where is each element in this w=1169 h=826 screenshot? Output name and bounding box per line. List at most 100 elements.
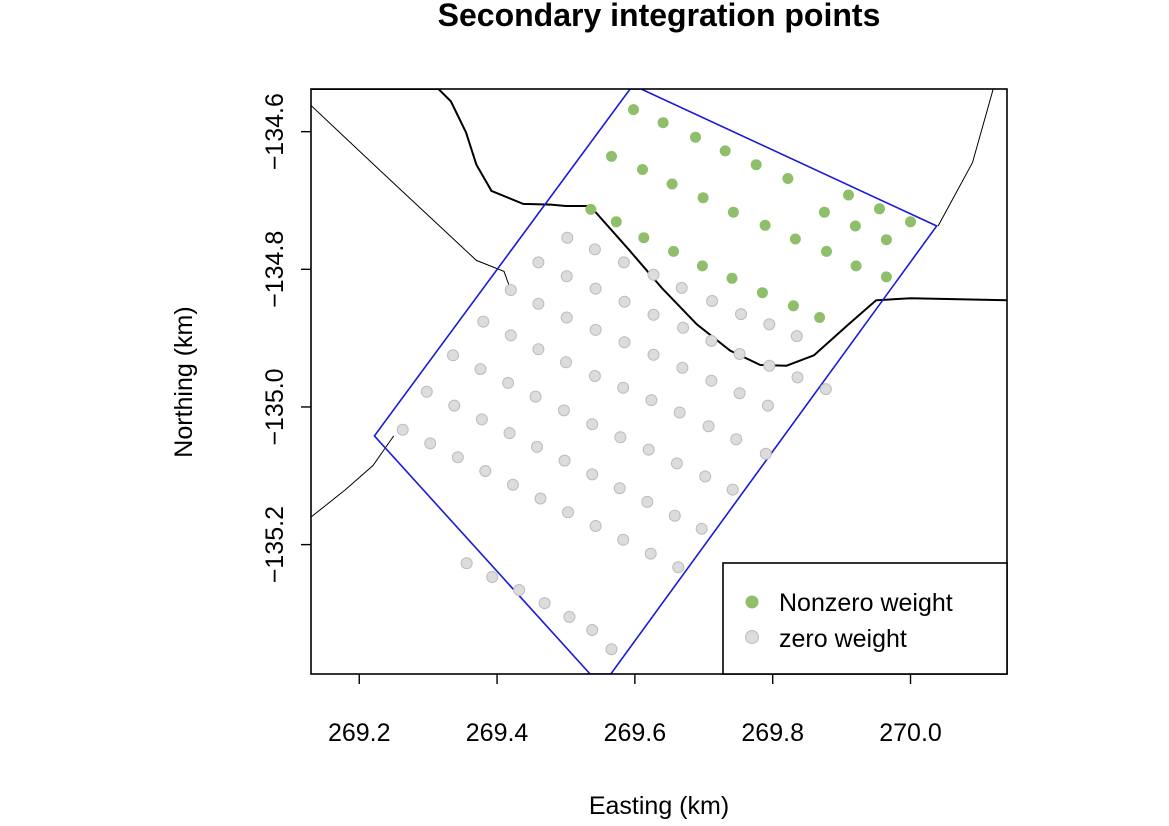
zero-weight-point xyxy=(763,318,776,331)
zero-weight-point xyxy=(617,256,630,269)
nonzero-weight-point xyxy=(880,271,892,283)
y-tick-label: −135.0 xyxy=(261,368,289,445)
zero-weight-point xyxy=(642,443,655,456)
zero-weight-point xyxy=(560,311,573,324)
zero-weight-point xyxy=(586,624,599,636)
zero-weight-point xyxy=(475,413,488,426)
nonzero-weight-point xyxy=(750,159,762,171)
zero-weight-point xyxy=(486,571,499,583)
nonzero-weight-points xyxy=(585,104,916,323)
zero-weight-point xyxy=(673,406,686,419)
zero-weight-point xyxy=(791,371,804,384)
zero-weight-point xyxy=(645,394,658,407)
zero-weight-point xyxy=(763,359,776,372)
zero-weight-point xyxy=(420,385,433,398)
zero-weight-point xyxy=(670,457,683,470)
zero-weight-point xyxy=(617,381,630,394)
zero-weight-point xyxy=(647,268,660,281)
zero-weight-point xyxy=(647,308,660,321)
boundary-lines xyxy=(311,89,1007,518)
zero-weight-point xyxy=(677,321,690,334)
zero-weight-point xyxy=(699,470,712,483)
zero-weight-point xyxy=(705,374,718,387)
zero-weight-point xyxy=(605,643,618,656)
zero-weight-point xyxy=(647,348,660,361)
nonzero-weight-point xyxy=(585,203,597,215)
zero-weight-point xyxy=(563,610,576,623)
zero-weight-point xyxy=(675,281,688,294)
zero-weight-point xyxy=(676,361,689,374)
zero-weight-point xyxy=(588,243,601,256)
nonzero-weight-point xyxy=(719,145,731,157)
zero-weight-point xyxy=(641,495,654,508)
zero-weight-point xyxy=(726,483,739,496)
zero-weight-point xyxy=(586,418,599,431)
zero-weight-point xyxy=(560,270,573,283)
legend-box xyxy=(722,562,1008,675)
zero-weight-point xyxy=(733,348,746,360)
zero-weight-point xyxy=(614,431,627,444)
x-tick-label: 269.2 xyxy=(328,719,391,747)
zero-weight-point xyxy=(532,256,545,269)
y-axis-label: Northing (km) xyxy=(170,306,198,457)
zero-weight-points xyxy=(396,231,832,656)
zero-weight-point xyxy=(560,356,572,369)
zero-weight-point xyxy=(447,349,459,362)
zero-weight-point xyxy=(668,509,681,522)
zero-weight-point xyxy=(561,231,574,244)
zero-weight-point xyxy=(730,433,743,446)
nonzero-weight-point xyxy=(880,234,892,246)
nonzero-weight-point xyxy=(789,233,801,245)
nonzero-weight-point xyxy=(657,117,669,129)
nonzero-weight-point xyxy=(814,312,826,323)
plot-area xyxy=(311,89,1007,674)
zero-weight-point xyxy=(504,284,517,296)
x-tick-label: 269.4 xyxy=(466,719,529,747)
plot-frame xyxy=(310,88,1008,675)
zero-weight-point xyxy=(589,323,602,336)
legend: Nonzero weight zero weight xyxy=(722,562,1008,675)
zero-weight-point xyxy=(562,506,574,519)
zero-weight-point xyxy=(613,482,626,495)
y-tick-label: −134.8 xyxy=(261,231,289,308)
zero-weight-point xyxy=(761,399,774,412)
nonzero-weight-point xyxy=(874,203,885,215)
zero-weight-point xyxy=(589,282,602,295)
nonzero-weight-point xyxy=(849,220,861,232)
zero-weight-point xyxy=(460,557,473,570)
x-axis-label: Easting (km) xyxy=(589,792,729,820)
nonzero-weight-point xyxy=(787,300,799,312)
zero-weight-point xyxy=(503,427,516,440)
zero-weight-point xyxy=(502,376,515,389)
nonzero-weight-point xyxy=(606,150,617,162)
zero-weight-point xyxy=(557,404,570,417)
zero-weight-point xyxy=(618,336,631,349)
zero-weight-point xyxy=(705,334,718,347)
boundary-line xyxy=(937,89,1007,227)
zero-weight-point xyxy=(534,492,547,505)
zero-weight-point xyxy=(617,533,630,546)
zero-weight-point xyxy=(759,447,772,460)
nonzero-weight-point xyxy=(610,216,622,228)
zero-weight-point xyxy=(474,363,487,376)
zero-weight-point xyxy=(532,297,545,310)
zero-weight-point xyxy=(479,465,492,477)
zero-weight-point xyxy=(672,561,685,574)
nonzero-weight-point xyxy=(666,178,678,190)
nonzero-weight-point xyxy=(727,206,739,218)
zero-weight-point xyxy=(706,295,719,307)
zero-weight-point xyxy=(531,440,543,453)
boundary-line xyxy=(311,89,1007,367)
nonzero-weight-point xyxy=(696,260,708,272)
zero-weight-point xyxy=(644,547,657,560)
zero-weight-point xyxy=(702,420,715,433)
nonzero-weight-point xyxy=(818,206,830,218)
zero-weight-point xyxy=(538,597,551,610)
zero-weight-point xyxy=(451,451,464,464)
x-tick-label: 269.8 xyxy=(741,719,804,747)
nonzero-weight-point xyxy=(843,189,854,201)
legend-nonzero-label: Nonzero weight xyxy=(779,589,953,617)
zero-weight-point xyxy=(558,454,571,467)
x-tick-label: 269.6 xyxy=(604,719,667,747)
